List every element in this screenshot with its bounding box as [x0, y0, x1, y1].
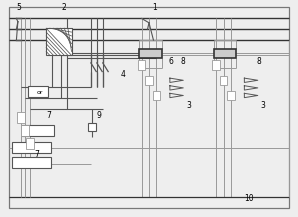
Bar	[227, 91, 235, 100]
Text: 8: 8	[180, 57, 185, 66]
Bar	[88, 123, 96, 131]
Bar	[22, 125, 54, 136]
Text: 1: 1	[153, 3, 157, 12]
Bar	[214, 49, 236, 58]
Bar	[153, 91, 160, 100]
Bar	[212, 60, 220, 70]
Text: 4: 4	[121, 70, 125, 79]
Bar	[12, 157, 51, 168]
Text: 8: 8	[256, 57, 261, 66]
Bar	[145, 76, 153, 85]
Text: 7: 7	[35, 151, 40, 159]
Bar	[139, 49, 162, 58]
Text: 6: 6	[168, 57, 173, 66]
Bar	[17, 112, 25, 123]
Bar	[46, 28, 72, 55]
Bar	[12, 142, 51, 153]
Bar	[220, 76, 227, 85]
Text: 5: 5	[16, 3, 21, 12]
Bar	[28, 86, 48, 97]
Bar	[26, 138, 34, 149]
Text: 10: 10	[244, 194, 254, 203]
Bar	[21, 125, 29, 136]
Text: 3: 3	[261, 101, 266, 110]
Text: 2: 2	[62, 3, 66, 12]
Text: 9: 9	[97, 112, 102, 120]
Text: or: or	[37, 90, 44, 95]
Text: 3: 3	[186, 101, 191, 110]
Text: 7: 7	[47, 112, 52, 120]
Bar	[138, 60, 145, 70]
